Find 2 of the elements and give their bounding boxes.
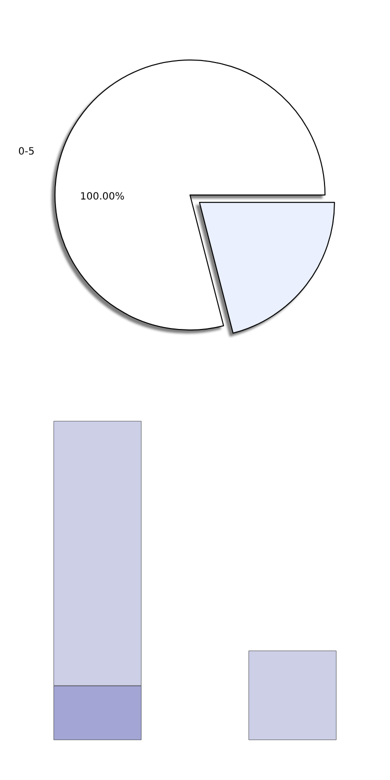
text: 100.00% <box>80 192 124 202</box>
slice-label: 0-5 <box>18 146 35 158</box>
